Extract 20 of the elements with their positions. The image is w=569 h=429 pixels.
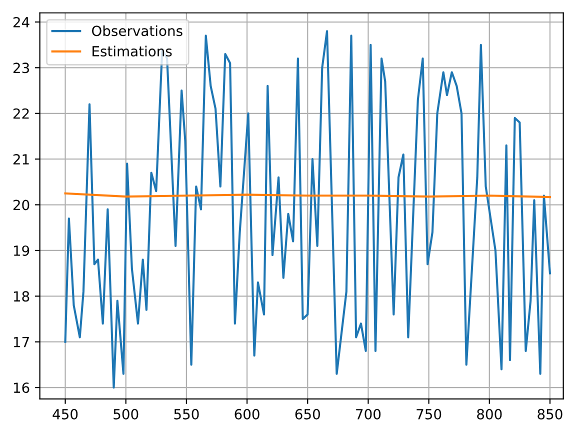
y-tick-label: 24 [13, 16, 30, 28]
x-tick-label: 650 [295, 408, 320, 420]
legend-label: Observations [92, 25, 182, 36]
x-tick-label: 450 [52, 408, 78, 420]
x-tick-label: 700 [356, 408, 381, 420]
x-tick-label: 500 [114, 408, 138, 420]
y-tick-label: 18 [14, 291, 30, 302]
y-tick-label: 17 [14, 337, 29, 348]
x-tick-label: 800 [477, 408, 502, 420]
legend-label: Estimations [92, 46, 172, 57]
x-tick-label: 850 [538, 408, 562, 420]
y-tick-label: 23 [13, 62, 29, 74]
x-tick-label: 750 [416, 408, 442, 420]
y-tick-label: 21 [13, 154, 29, 164]
x-tick-label: 600 [234, 408, 260, 420]
y-tick-label: 22 [13, 108, 29, 119]
x-tick-label: 550 [174, 408, 199, 420]
y-tick-label: 19 [14, 245, 30, 256]
y-tick-label: 16 [14, 382, 30, 394]
y-tick-label: 20 [13, 200, 30, 210]
